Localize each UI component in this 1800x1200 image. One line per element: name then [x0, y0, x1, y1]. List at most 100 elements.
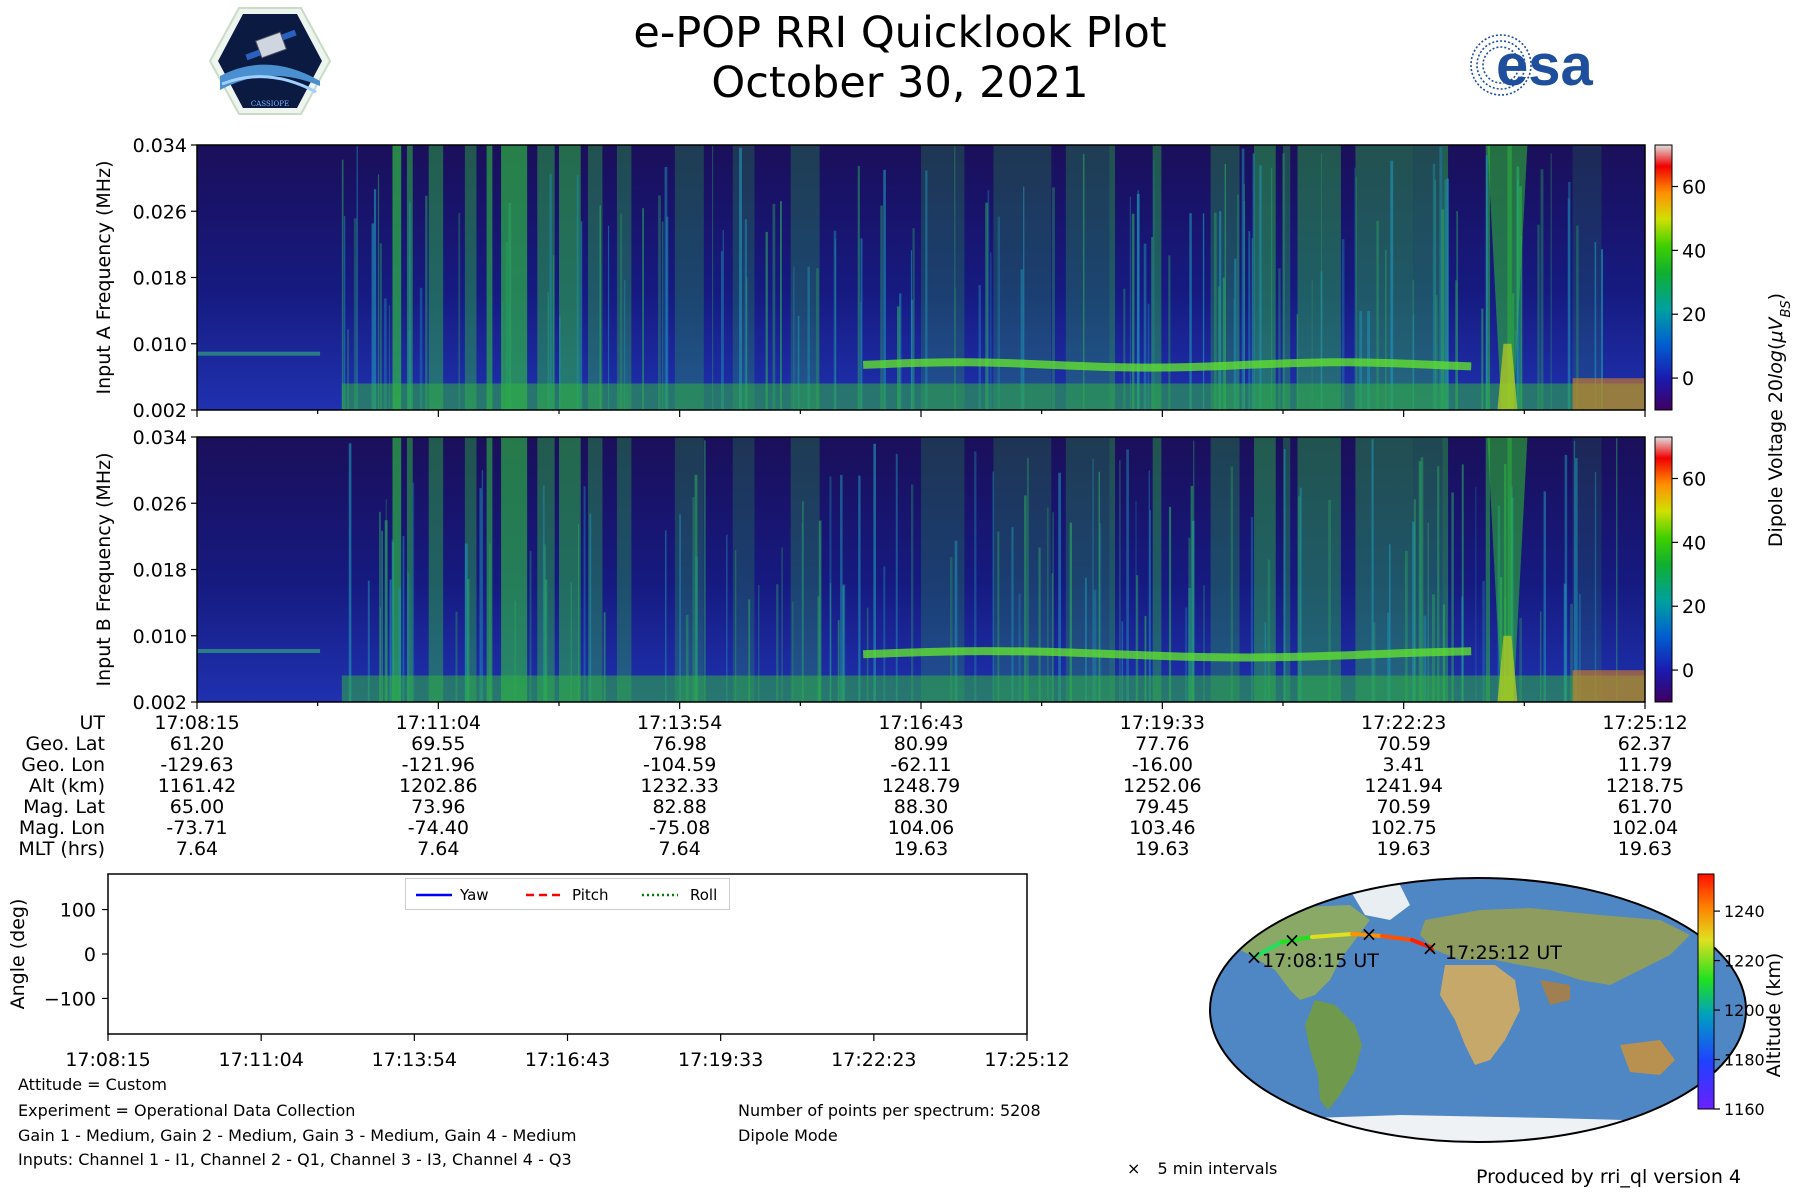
spectrogram-streak [552, 255, 555, 410]
spectrogram-streak [748, 599, 751, 702]
altitude-colorbar-label: Altitude (km) [1763, 953, 1785, 1078]
spectrogram-streak [1217, 286, 1221, 410]
spectrogram-streak [407, 572, 410, 702]
spectrogram-streak [1299, 487, 1302, 702]
ephemeris-value: 70.59 [1376, 796, 1431, 818]
spectrogram-streak [1441, 209, 1445, 410]
spectrogram-streak [1168, 506, 1172, 702]
ephemeris-value: 19.63 [1376, 838, 1431, 860]
spectrogram-streak [1264, 622, 1267, 702]
spectrogram-streak [620, 213, 623, 410]
spectrogram-streak [385, 499, 387, 702]
colorbar-tick-label: 40 [1682, 532, 1706, 554]
legend-yaw: Yaw [460, 886, 489, 904]
spectrogram-streak [990, 252, 992, 410]
marker-legend: × 5 min intervals [1127, 1159, 1277, 1178]
colorbar-tick-label: 0 [1682, 660, 1694, 682]
ephemeris-value: 17:08:15 [154, 712, 240, 734]
spectrogram-streak [1093, 589, 1097, 702]
spectrogram-band [537, 145, 555, 410]
spectrogram-streak [685, 614, 689, 702]
spectrogram-band [616, 437, 632, 702]
page-title: e-POP RRI Quicklook Plot [633, 8, 1167, 58]
spectrogram-streak [1153, 159, 1155, 410]
ephemeris-value: 103.46 [1129, 817, 1196, 839]
spectrogram-floor [341, 675, 1645, 702]
spectrogram-streak [910, 299, 914, 410]
spectrogram-streak [1434, 179, 1437, 410]
spectrogram-streak [379, 243, 382, 410]
ephemeris-label: Mag. Lon [18, 817, 105, 839]
spectrogram-streak [758, 585, 760, 702]
spectrogram-streak [464, 543, 468, 702]
spectrogram-streak [1446, 178, 1449, 410]
ephemeris-value: 3.41 [1382, 754, 1425, 776]
spectrogram-streak [1563, 583, 1567, 702]
colorbar-tick-label: 60 [1682, 177, 1706, 199]
spectrogram-streak [1456, 211, 1459, 410]
spectrogram-band [1297, 145, 1341, 410]
colorbar-gradient [1654, 144, 1673, 411]
spectrogram-streak [1082, 154, 1085, 410]
spectrogram-streak [577, 524, 580, 702]
spectrogram-streak [954, 540, 958, 702]
attitude-x-tick-label: 17:11:04 [218, 1049, 303, 1070]
spectrogram-streak [664, 166, 668, 410]
spectrogram-streak [1282, 153, 1285, 410]
spectrogram-streak [987, 190, 990, 410]
spectrogram-streak [419, 287, 423, 410]
spectrogram-streak [589, 513, 592, 702]
ephemeris-value: 17:13:54 [636, 712, 723, 734]
spectrogram-streak [1427, 522, 1429, 702]
spectrogram-streak [744, 219, 747, 410]
spectrogram-streak [1214, 212, 1217, 410]
spectrogram-streak [341, 159, 344, 410]
yaw-line-icon [416, 893, 452, 897]
map-end-label: 17:25:12 UT [1445, 942, 1562, 964]
spectrogram-streak [402, 536, 405, 702]
spectrogram-streak [379, 511, 381, 702]
spectrogram-band [1109, 437, 1116, 702]
spectrogram-band [1254, 145, 1276, 410]
ephemeris-value: 65.00 [169, 796, 225, 818]
spectrogram-streak [1236, 194, 1240, 410]
colorbar-tick-label: 0 [1682, 368, 1694, 390]
spectrogram-streak [661, 221, 664, 410]
spectrogram-band [1152, 145, 1162, 410]
input-b-spectrogram: 0.002 0.010 0.018 0.026 0.034 Input B Frequen… [93, 427, 1646, 714]
emission-band [862, 358, 1472, 372]
ephemeris-value: 17:22:23 [1360, 712, 1447, 734]
spectrogram-band [464, 437, 477, 702]
spectrogram-streak [1564, 454, 1568, 702]
spectrogram-streak [1092, 458, 1094, 702]
spectrogram-streak [1567, 198, 1570, 410]
spectrogram-streak [840, 474, 843, 702]
spectrogram-streak [883, 169, 886, 410]
attitude-x-tick-label: 17:19:33 [678, 1049, 763, 1070]
spectrogram-streak [1252, 153, 1255, 410]
spectrogram-streak [842, 584, 846, 702]
ephemeris-value: 70.59 [1376, 733, 1431, 755]
colorbar-label: Dipole Voltage 20log(μVBS) [1765, 293, 1794, 547]
spectrogram-streak [997, 216, 1001, 410]
spectrogram-streak [1550, 153, 1552, 410]
attitude-x-tick-label: 17:25:12 [984, 1049, 1069, 1070]
spectrogram-streak [721, 251, 723, 410]
spectrogram-streak [1412, 521, 1416, 702]
y-tick-label: 0.026 [133, 201, 187, 223]
y-tick-label: 0.034 [133, 427, 187, 449]
spectrogram-band [921, 437, 965, 702]
spectrogram-band [790, 437, 820, 702]
spectrogram-streak [895, 453, 898, 702]
map-start-label: 17:08:15 UT [1262, 950, 1379, 972]
spectrogram-band [428, 145, 444, 410]
spectrogram-streak [807, 266, 810, 410]
spectrogram-streak [1482, 581, 1485, 702]
spectrogram-streak [580, 221, 583, 410]
spectrogram-streak [978, 285, 981, 410]
spectrogram-streak [384, 520, 388, 702]
orbit-map: × × × × 17:08:15 UT 17:25:12 UT 1240 1220 120… [1209, 873, 1785, 1143]
spectrogram-band [501, 437, 528, 702]
orbit-segment [1280, 935, 1314, 944]
spectrogram-streak [857, 165, 860, 410]
